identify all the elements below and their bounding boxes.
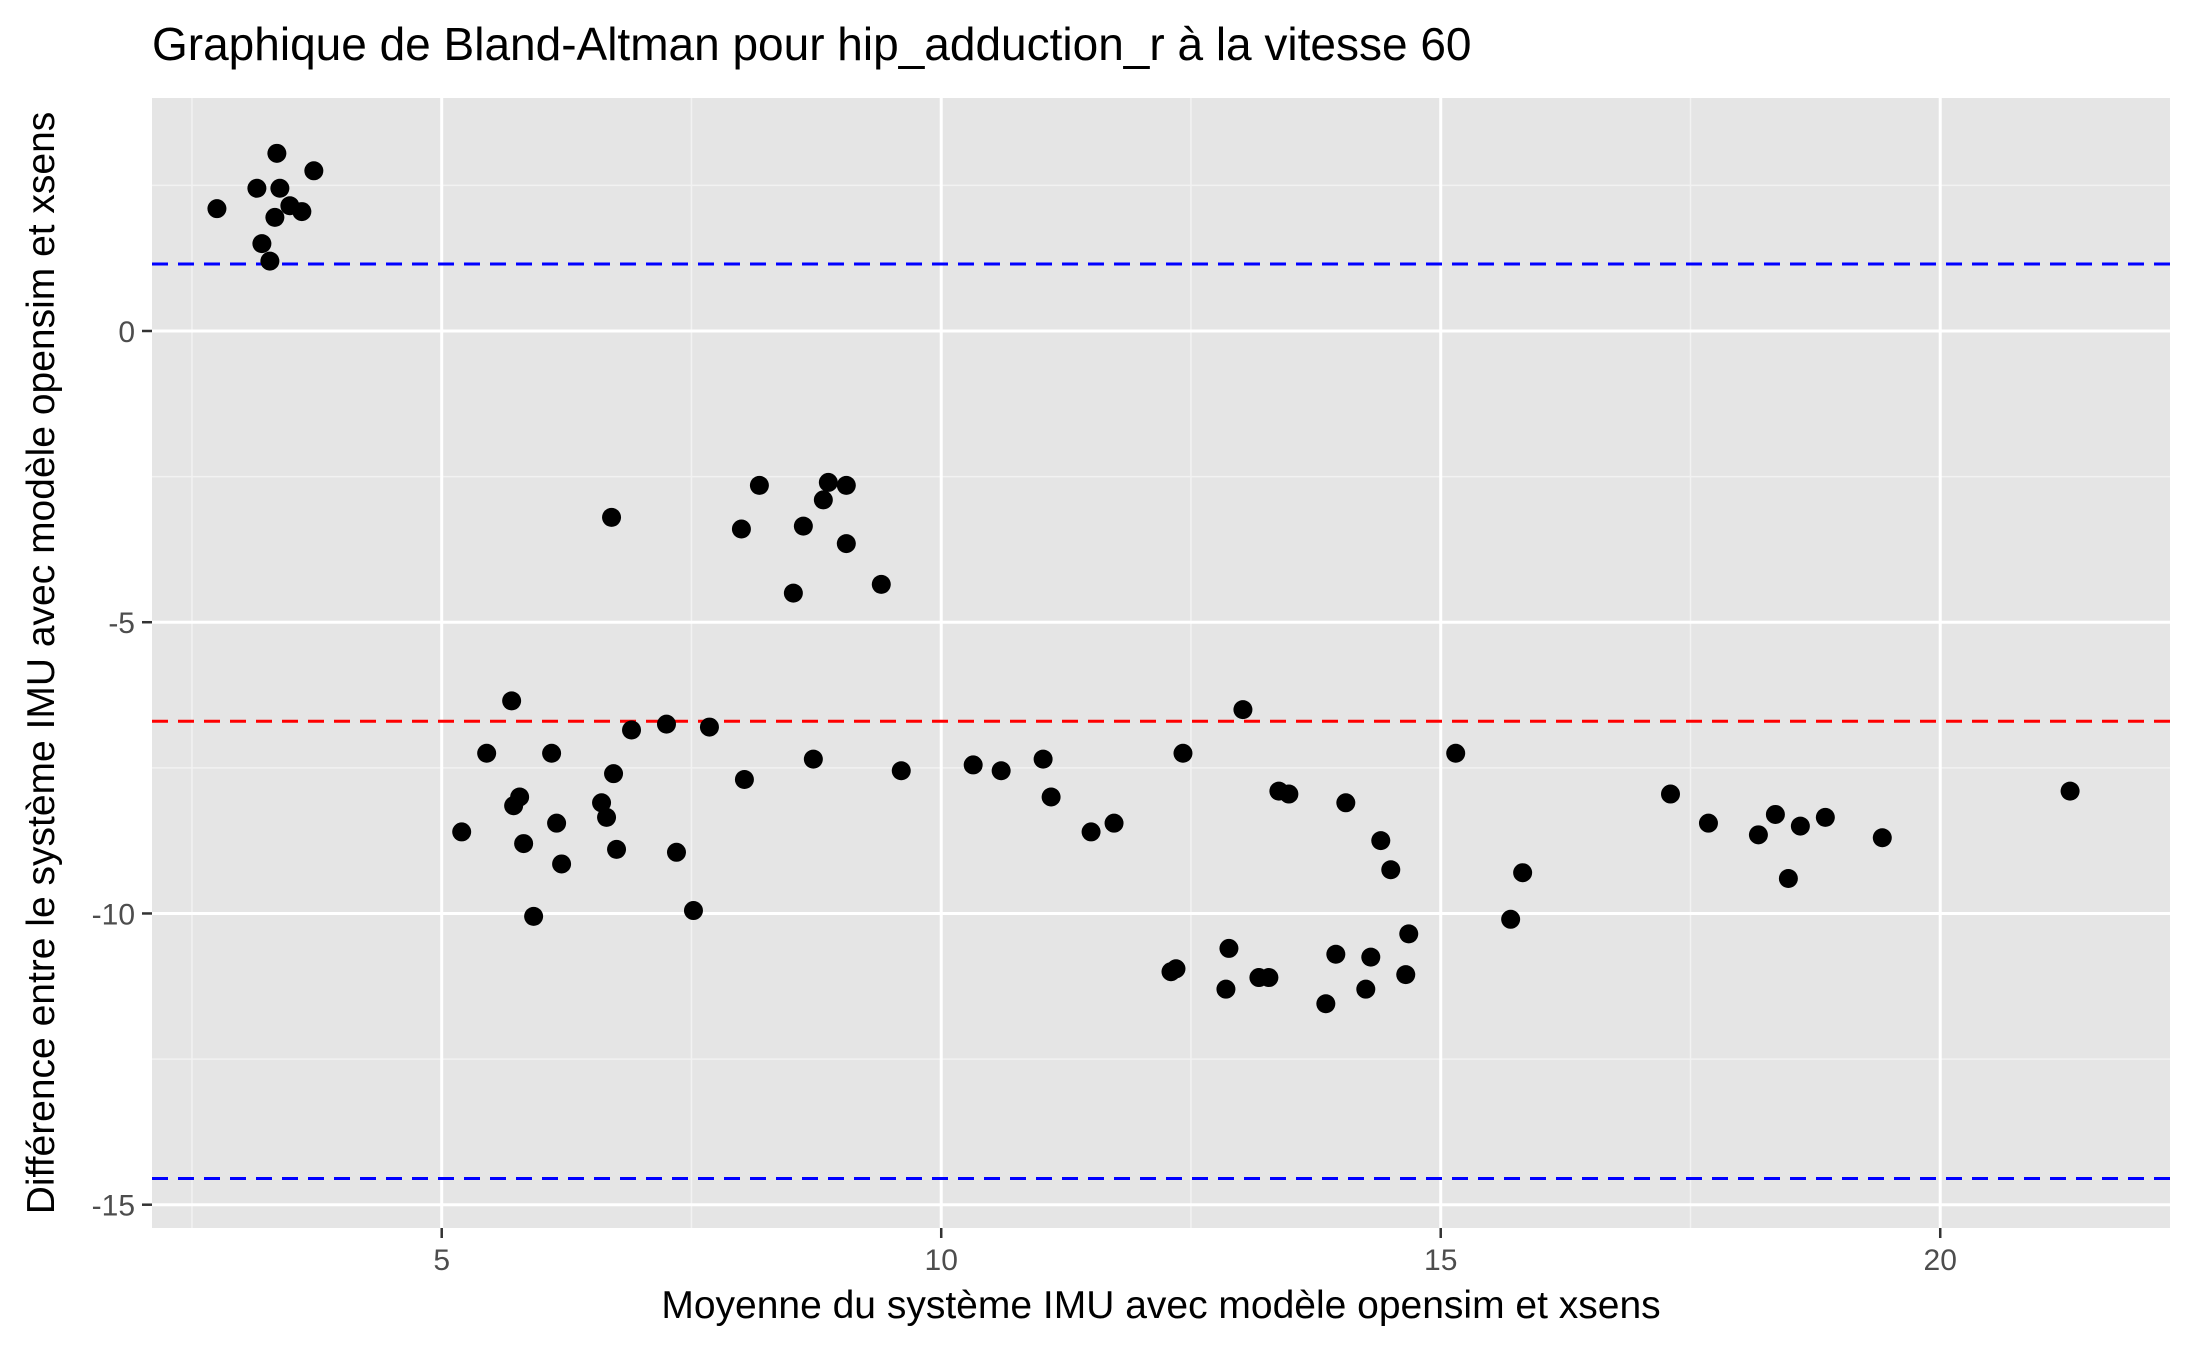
data-point bbox=[1279, 784, 1299, 804]
data-point bbox=[836, 534, 856, 554]
data-point bbox=[1381, 860, 1401, 880]
y-axis-ticks: -15 -10 -5 0 bbox=[92, 316, 152, 1223]
data-point bbox=[252, 234, 272, 254]
data-point bbox=[1513, 863, 1533, 883]
data-point bbox=[793, 516, 813, 536]
x-axis-ticks: 5 10 15 20 bbox=[433, 1228, 1957, 1277]
y-axis-label: Différence entre le système IMU avec mod… bbox=[20, 112, 63, 1215]
y-tick-label: -15 bbox=[92, 1190, 135, 1223]
data-point bbox=[783, 583, 803, 603]
data-point bbox=[1041, 787, 1061, 807]
data-point bbox=[292, 202, 312, 222]
data-point bbox=[602, 507, 622, 527]
data-point bbox=[1778, 869, 1798, 889]
data-point bbox=[1765, 804, 1785, 824]
data-point bbox=[818, 472, 838, 492]
data-point bbox=[1815, 807, 1835, 827]
data-point bbox=[1790, 816, 1810, 836]
data-point bbox=[666, 842, 686, 862]
data-point bbox=[304, 161, 324, 181]
data-point bbox=[265, 207, 285, 227]
data-point bbox=[891, 761, 911, 781]
data-point bbox=[1326, 944, 1346, 964]
data-point bbox=[1396, 965, 1416, 985]
chart-title: Graphique de Bland-Altman pour hip_adduc… bbox=[152, 18, 1472, 70]
data-point bbox=[871, 574, 891, 594]
data-point bbox=[1361, 947, 1381, 967]
data-point bbox=[1233, 700, 1253, 720]
data-point bbox=[731, 519, 751, 539]
data-point bbox=[1166, 959, 1186, 979]
data-point bbox=[247, 178, 267, 198]
data-point bbox=[452, 822, 472, 842]
data-point bbox=[1259, 968, 1279, 988]
data-point bbox=[1219, 938, 1239, 958]
data-point bbox=[260, 251, 280, 271]
data-point bbox=[991, 761, 1011, 781]
data-point bbox=[1316, 994, 1336, 1014]
data-point bbox=[1081, 822, 1101, 842]
data-point bbox=[607, 839, 627, 859]
data-point bbox=[1033, 749, 1053, 769]
data-point bbox=[622, 720, 642, 740]
data-point bbox=[1501, 909, 1521, 929]
data-point bbox=[963, 755, 983, 775]
data-point bbox=[1371, 831, 1391, 851]
data-point bbox=[542, 743, 562, 763]
minor-grid bbox=[152, 98, 2170, 1228]
y-tick-label: -5 bbox=[108, 607, 135, 640]
data-point bbox=[1173, 743, 1193, 763]
data-point bbox=[207, 199, 227, 219]
data-point bbox=[1104, 813, 1124, 833]
data-point bbox=[813, 490, 833, 510]
data-point bbox=[514, 834, 534, 854]
data-point bbox=[270, 178, 290, 198]
data-point bbox=[547, 813, 567, 833]
data-point bbox=[1336, 793, 1356, 813]
data-point bbox=[656, 714, 676, 734]
data-point bbox=[1660, 784, 1680, 804]
data-point bbox=[592, 793, 612, 813]
data-point bbox=[477, 743, 497, 763]
data-point bbox=[597, 807, 617, 827]
data-point bbox=[734, 769, 754, 789]
data-point bbox=[1216, 979, 1236, 999]
data-point bbox=[1748, 825, 1768, 845]
data-point bbox=[267, 143, 287, 163]
data-point bbox=[510, 787, 530, 807]
data-point bbox=[1399, 924, 1419, 944]
data-point bbox=[502, 691, 522, 711]
x-tick-label: 10 bbox=[925, 1244, 958, 1277]
x-tick-label: 20 bbox=[1924, 1244, 1957, 1277]
y-tick-label: 0 bbox=[118, 316, 135, 349]
x-axis-label: Moyenne du système IMU avec modèle opens… bbox=[661, 1284, 1660, 1327]
data-point bbox=[683, 901, 703, 921]
data-point bbox=[552, 854, 572, 874]
data-point bbox=[1698, 813, 1718, 833]
data-point bbox=[749, 475, 769, 495]
data-point bbox=[524, 906, 544, 926]
data-point bbox=[2060, 781, 2080, 801]
data-point bbox=[1356, 979, 1376, 999]
data-points bbox=[207, 143, 2080, 1014]
data-point bbox=[699, 717, 719, 737]
data-point bbox=[836, 475, 856, 495]
major-grid bbox=[152, 98, 2170, 1228]
plot-panel bbox=[152, 98, 2170, 1228]
data-point bbox=[1872, 828, 1892, 848]
data-point bbox=[803, 749, 823, 769]
data-point bbox=[604, 764, 624, 784]
x-tick-label: 5 bbox=[433, 1244, 450, 1277]
y-tick-label: -10 bbox=[92, 898, 135, 931]
x-tick-label: 15 bbox=[1424, 1244, 1457, 1277]
data-point bbox=[1446, 743, 1466, 763]
